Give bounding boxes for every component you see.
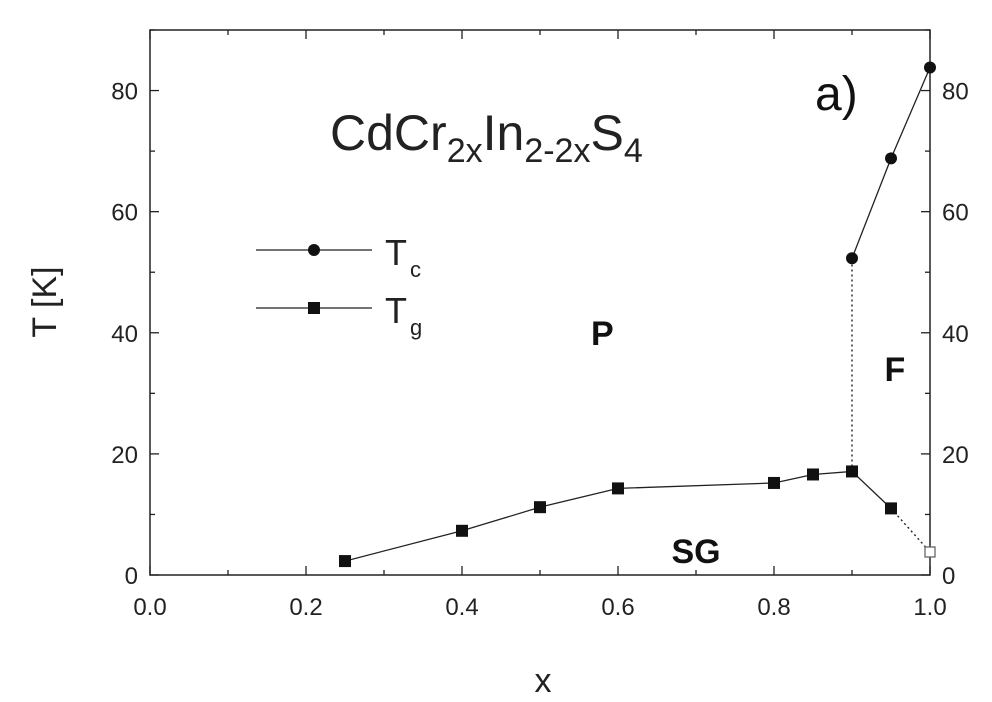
point-Tg (612, 482, 624, 495)
point-Tg (534, 501, 546, 514)
point-Tg (339, 555, 351, 568)
data-points (339, 61, 936, 568)
y-tick-label-left: 0 (125, 563, 138, 590)
legend-marker-Tc (308, 244, 320, 256)
y-tick-label-right: 20 (942, 442, 969, 469)
y-tick-label-right: 40 (942, 321, 969, 348)
point-Tg (885, 502, 897, 515)
point-Tg (456, 524, 468, 537)
title-sub-1: 2x (447, 132, 483, 170)
chart-title: CdCr2xIn2-2xS4 (330, 105, 643, 170)
x-axis-label: x (535, 662, 552, 700)
y-tick-label-right: 80 (942, 79, 969, 106)
dotted-line-1 (890, 507, 931, 553)
series-line-Tg (344, 470, 892, 562)
plot-frame (149, 29, 931, 576)
x-tick-label: 0.6 (601, 594, 634, 621)
point-Tc (924, 61, 936, 74)
title-part-1: CdCr (330, 105, 447, 161)
panel-label: a) (815, 68, 858, 121)
point-Tc (885, 152, 897, 165)
y-tick-label-right: 60 (942, 200, 969, 227)
region-label-F: F (885, 351, 906, 389)
y-tick-label-right: 0 (942, 563, 955, 590)
y-axis-label: T [K] (26, 266, 64, 337)
ticks: 0.0 0.2 0.4 0.6 0.8 1.0 0 0 20 20 40 40 60 60 80 80 (111, 29, 969, 621)
y-tick-label-left: 80 (111, 79, 138, 106)
title-part-3: S (590, 105, 623, 161)
title-sub-2: 2-2x (524, 132, 590, 170)
y-tick-label-left: 60 (111, 200, 138, 227)
axes (149, 29, 931, 576)
x-tick-label: 0.8 (757, 594, 790, 621)
region-labels: P F SG (591, 315, 905, 571)
x-tick-label: 0.4 (445, 594, 478, 621)
point-extra (924, 546, 936, 558)
region-label-SG: SG (671, 533, 720, 571)
x-tick-label: 0.0 (133, 594, 166, 621)
x-tick-label: 0.2 (289, 594, 322, 621)
point-Tg (768, 476, 780, 489)
y-tick-label-left: 20 (111, 442, 138, 469)
title-sub-3: 4 (624, 132, 643, 170)
point-Tg (807, 468, 819, 481)
region-label-P: P (591, 315, 614, 353)
title-part-2: In (483, 105, 525, 161)
legend-marker-Tg (308, 302, 320, 314)
point-Tc (846, 252, 858, 265)
point-Tg (846, 465, 858, 478)
y-tick-label-left: 40 (111, 321, 138, 348)
x-tick-label: 1.0 (913, 594, 946, 621)
